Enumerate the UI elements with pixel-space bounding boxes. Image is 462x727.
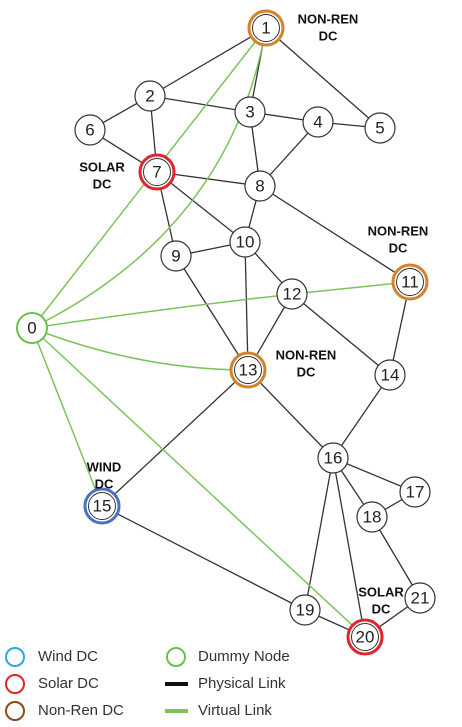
node: [396, 268, 424, 296]
node: [351, 623, 379, 651]
node: [317, 442, 349, 474]
node-label: 20: [356, 627, 375, 646]
physical-link: [244, 241, 249, 371]
node: [364, 112, 396, 144]
physical-link: [265, 27, 381, 129]
node-label: 14: [381, 365, 400, 384]
node-label: 8: [255, 176, 264, 195]
node-label: 6: [85, 120, 94, 139]
annotation: DC: [93, 176, 112, 191]
legend-label: Virtual Link: [198, 702, 272, 719]
node-label: 9: [171, 246, 180, 265]
physical-link: [259, 185, 411, 283]
physical-link: [332, 457, 366, 638]
annotation: NON-REN: [298, 11, 359, 26]
node-label: 15: [93, 496, 112, 515]
node-label: 10: [236, 232, 255, 251]
node: [276, 278, 308, 310]
annotation: NON-REN: [276, 347, 337, 362]
node-label: 0: [27, 318, 36, 337]
node-label: 1: [261, 18, 270, 37]
annotation: DC: [389, 240, 408, 255]
virtual-link: [31, 27, 267, 329]
annotation: DC: [319, 28, 338, 43]
node: [229, 226, 261, 258]
annotation: SOLAR: [79, 159, 125, 174]
node: [234, 356, 262, 384]
node-label: 13: [239, 360, 258, 379]
node-label: 17: [406, 482, 425, 501]
physical-link: [332, 374, 391, 459]
physical-link: [247, 369, 334, 459]
virtual-link: [31, 327, 103, 507]
virtual-link: [31, 281, 411, 329]
node: [244, 170, 276, 202]
node: [234, 96, 266, 128]
node-label: 18: [363, 507, 382, 526]
node-label: 11: [401, 272, 419, 291]
annotation: WIND: [87, 459, 122, 474]
virtual-link: [31, 327, 249, 371]
physical-link: [175, 255, 249, 371]
node: [252, 14, 280, 42]
node-label: 12: [283, 284, 302, 303]
node-label: 7: [152, 162, 161, 181]
legend-label: Physical Link: [198, 675, 286, 692]
legend-label: Non-Ren DC: [38, 702, 124, 719]
legend-swatch: [5, 701, 25, 721]
legend-swatch: [5, 674, 25, 694]
annotation: DC: [372, 601, 391, 616]
node-label: 3: [245, 102, 254, 121]
node: [302, 106, 334, 138]
legend-swatch: [166, 647, 186, 667]
node: [88, 492, 116, 520]
node-label: 16: [324, 448, 343, 467]
annotation: NON-REN: [368, 223, 429, 238]
physical-link: [371, 516, 421, 599]
node: [134, 80, 166, 112]
node-label: 21: [411, 588, 430, 607]
annotation: DC: [297, 364, 316, 379]
node-label: 5: [375, 118, 384, 137]
physical-link: [291, 293, 391, 376]
node: [399, 476, 431, 508]
legend-label: Wind DC: [38, 648, 98, 665]
node: [160, 240, 192, 272]
node: [374, 359, 406, 391]
legend: Wind DC Solar DC Non-Ren DC Dummy Node Physi…: [5, 647, 290, 721]
physical-link: [101, 369, 249, 507]
node: [404, 582, 436, 614]
annotation: SOLAR: [358, 584, 404, 599]
node-label: 2: [145, 86, 154, 105]
physical-link: [304, 457, 334, 611]
node: [356, 501, 388, 533]
legend-swatch: [5, 647, 25, 667]
physical-link: [149, 27, 267, 97]
virtual-link: [31, 327, 366, 638]
physical-link: [101, 505, 306, 611]
node: [289, 594, 321, 626]
node: [143, 158, 171, 186]
node: [16, 312, 48, 344]
physical-link: [149, 95, 251, 113]
annotation: DC: [95, 476, 114, 491]
annotations: NON-REN DC SOLAR DC NON-REN DC NON-REN DC WIND DC…: [79, 11, 428, 616]
legend-label: Solar DC: [38, 675, 99, 692]
node: [74, 114, 106, 146]
physical-link: [156, 171, 246, 243]
node-label: 19: [296, 600, 315, 619]
node-label: 4: [313, 112, 322, 131]
legend-label: Dummy Node: [198, 648, 290, 665]
